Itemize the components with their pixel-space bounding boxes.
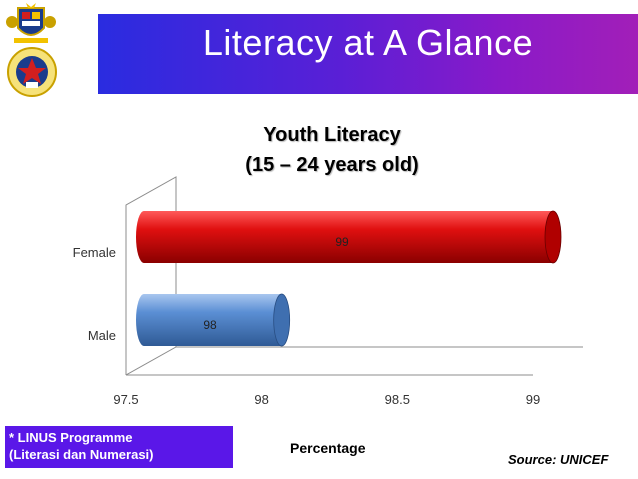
ministry-emblem-logo <box>7 47 57 97</box>
source-note: Source: UNICEF <box>508 452 609 467</box>
x-tick-label: 97.5 <box>113 392 138 407</box>
bar-female-cap <box>544 210 562 264</box>
chart-subtitle: (15 – 24 years old) <box>245 154 419 176</box>
footnote-line-1: * LINUS Programme <box>9 430 133 445</box>
linus-footnote-box: * LINUS Programme (Literasi dan Numerasi… <box>5 426 233 468</box>
chart-title: Youth Literacy <box>263 124 401 146</box>
x-tick-label: 99 <box>526 392 540 407</box>
bar-male <box>136 294 290 346</box>
data-label-female: 99 <box>335 235 349 249</box>
coat-of-arms-logo <box>6 3 56 43</box>
slide-title: Literacy at A Glance <box>202 22 534 63</box>
bar-female <box>136 211 561 263</box>
footnote-line-2: (Literasi dan Numerasi) <box>9 447 154 462</box>
x-axis-label: Percentage <box>290 440 366 456</box>
bar-male-cap <box>273 293 291 347</box>
x-tick-label: 98.5 <box>385 392 410 407</box>
data-label-male: 98 <box>203 318 217 332</box>
category-label-male: Male <box>88 328 116 343</box>
category-label-female: Female <box>73 245 116 260</box>
title-bar <box>98 14 638 94</box>
x-tick-label: 98 <box>254 392 268 407</box>
floor-edge <box>125 346 583 376</box>
